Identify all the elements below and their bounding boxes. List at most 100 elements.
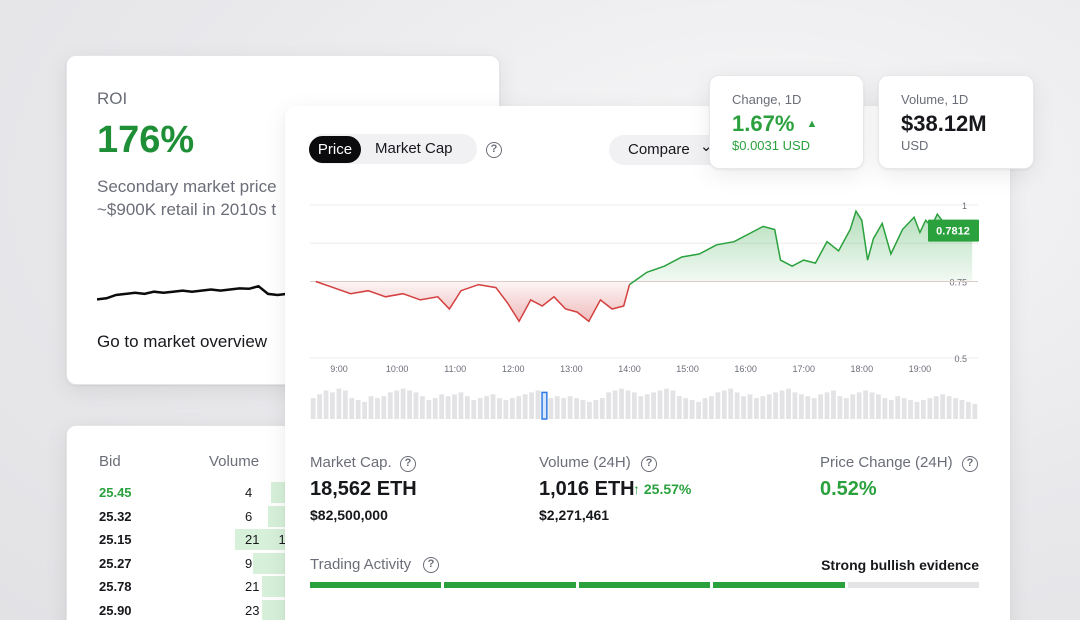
volume-value: 1,016 ETH: [539, 478, 635, 500]
market-cap-help-icon[interactable]: ?: [400, 456, 416, 472]
tab-price[interactable]: Price: [309, 136, 361, 163]
volume-bar: [567, 396, 573, 419]
volume-bar: [933, 396, 939, 419]
volume-bar: [959, 400, 965, 419]
y-tick-label: 1: [962, 201, 967, 211]
x-tick-label: 18:00: [851, 364, 874, 374]
x-tick-label: 11:00: [444, 364, 466, 374]
compare-button[interactable]: Compare ⌄: [609, 135, 727, 165]
activity-segment-filled: [444, 582, 576, 588]
ask-volume: 9: [245, 555, 253, 571]
volume-bar: [876, 394, 881, 419]
volume-bar: [464, 396, 470, 419]
bid-header: Bid: [99, 453, 121, 470]
market-cap-usd: $82,500,000: [310, 507, 388, 523]
volume-bar: [843, 398, 849, 419]
volume-bar: [497, 398, 502, 419]
arrow-up-icon: ▲: [806, 118, 818, 130]
x-tick-label: 15:00: [676, 364, 699, 374]
volume-bar: [753, 398, 759, 419]
volume-bar: [330, 392, 335, 419]
volume-bar: [619, 388, 624, 419]
volume-1d-unit: USD: [901, 138, 929, 153]
volume-help-icon[interactable]: ?: [641, 456, 657, 472]
volume-bar: [625, 390, 631, 419]
volume-bar: [702, 398, 708, 419]
volume-bar: [599, 398, 605, 419]
x-tick-label: 19:00: [909, 364, 932, 374]
roi-description-line-1: Secondary market price: [97, 177, 277, 196]
x-tick-label: 16:00: [734, 364, 757, 374]
price-chart[interactable]: 1 0.75 0.5 9:00 10:00 11:00 12:00 13:00 14:00 15:…: [285, 191, 1010, 426]
volume-bar: [972, 403, 978, 419]
volume-bar: [676, 396, 682, 419]
price-chart-card: Price Market Cap ? Compare ⌄ / 10.750.59…: [285, 106, 1010, 620]
bid-price: 25.90: [99, 602, 132, 618]
volume-bar: [657, 390, 663, 419]
volume-bar: [535, 390, 541, 419]
volume-bar: [837, 396, 843, 419]
volume-bar: [651, 392, 657, 419]
volume-bar: [798, 394, 804, 419]
volume-bar: [593, 400, 599, 419]
volume-1d-label: Volume, 1D: [901, 92, 969, 107]
volume-bar: [529, 392, 535, 419]
volume-bar: [811, 398, 817, 419]
volume-bar: [554, 396, 560, 419]
volume-bar: [426, 400, 432, 419]
bid-volume-bar: [235, 529, 299, 550]
volume-bar: [670, 390, 676, 419]
volume-bar: [586, 401, 592, 419]
volume-label: Volume (24H): [539, 454, 631, 471]
volume-bar: [747, 394, 753, 419]
market-overview-link[interactable]: Go to market overview: [97, 332, 268, 351]
volume-bar: [965, 401, 971, 419]
volume-bar: [895, 396, 901, 419]
price-change-help-icon[interactable]: ?: [962, 456, 978, 472]
volume-bar: [375, 398, 380, 419]
activity-segment-filled: [578, 582, 711, 588]
activity-segment-filled: [713, 582, 845, 588]
volume-bar: [606, 392, 612, 419]
volume-bar: [381, 396, 387, 419]
help-icon[interactable]: ?: [486, 142, 502, 158]
volume-bar: [471, 400, 477, 419]
current-price-badge: [928, 219, 979, 242]
volume-bar: [349, 398, 355, 419]
volume-bar: [484, 396, 490, 419]
volume-bar: [721, 390, 727, 419]
roi-value: 176%: [97, 119, 195, 161]
volume-bar: [953, 398, 958, 419]
volume-bar: [407, 390, 412, 419]
volume-bar: [831, 390, 836, 419]
volume-bar: [920, 400, 926, 419]
volume-bar: [741, 396, 746, 419]
bid-price: 25.32: [99, 508, 132, 524]
volume-bar: [458, 392, 464, 419]
roi-description-line-2: ~$900K retail in 2010s t: [97, 200, 277, 219]
bid-price: 25.78: [99, 579, 132, 594]
activity-segment-empty: [847, 582, 979, 588]
ask-volume: 21: [245, 579, 260, 594]
volume-bar: [387, 392, 393, 419]
volume-bar: [503, 400, 509, 419]
price-line-negative: [315, 280, 631, 323]
x-tick-label: 17:00: [792, 364, 815, 374]
volume-bar: [310, 398, 316, 419]
volume-bar: [715, 392, 721, 419]
change-value: 1.67% ▲: [732, 111, 817, 137]
negative-area: [315, 281, 630, 322]
volume-bar: [548, 398, 554, 419]
x-tick-label: 14:00: [618, 364, 641, 374]
volume-bar: [709, 396, 714, 419]
volume-bar: [439, 394, 445, 419]
trading-activity-help-icon[interactable]: ?: [423, 557, 439, 573]
y-tick-label: 0.75: [949, 278, 967, 288]
bid-price: 25.15: [99, 532, 132, 547]
volume-bar: [734, 392, 740, 419]
volume-bar: [522, 394, 528, 419]
volume-bar: [664, 388, 669, 419]
volume-bar: [856, 392, 862, 419]
volume-bar: [445, 396, 451, 419]
tab-market-cap[interactable]: Market Cap: [375, 140, 453, 157]
